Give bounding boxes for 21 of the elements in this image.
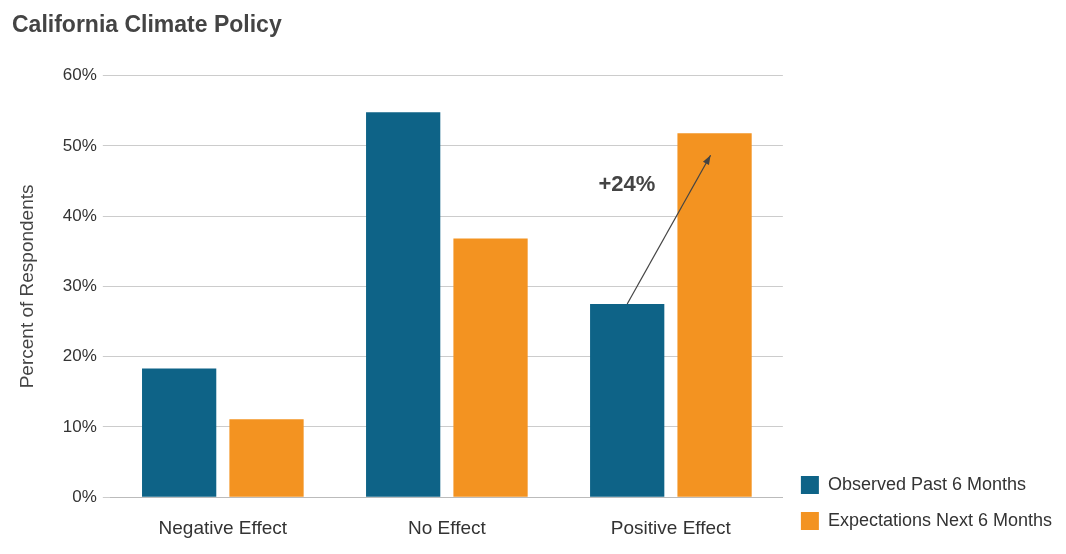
- bar: [677, 133, 752, 497]
- y-tick-label: 50%: [62, 135, 97, 155]
- x-tick-label: Negative Effect: [158, 516, 288, 538]
- bar: [142, 368, 217, 497]
- bar: [453, 238, 528, 497]
- x-tick-label: No Effect: [407, 516, 487, 538]
- y-tick-label: 10%: [62, 416, 97, 436]
- y-tick-label: 0%: [72, 486, 97, 506]
- chart-title: California Climate Policy: [12, 11, 282, 38]
- annotation: +24%: [598, 171, 656, 197]
- y-axis-title: Percent of Respondents: [15, 184, 37, 389]
- y-tick-label: 40%: [62, 205, 97, 225]
- x-tick-label: Positive Effect: [610, 516, 732, 538]
- legend-label: Observed Past 6 Months: [827, 473, 1026, 494]
- y-tick-label: 30%: [62, 276, 97, 296]
- y-tick-label: 60%: [62, 65, 97, 85]
- bar: [366, 112, 441, 497]
- y-tick-label: 20%: [62, 346, 97, 366]
- bar: [590, 303, 665, 497]
- bar: [229, 419, 304, 497]
- legend-label: Expectations Next 6 Months: [827, 509, 1053, 530]
